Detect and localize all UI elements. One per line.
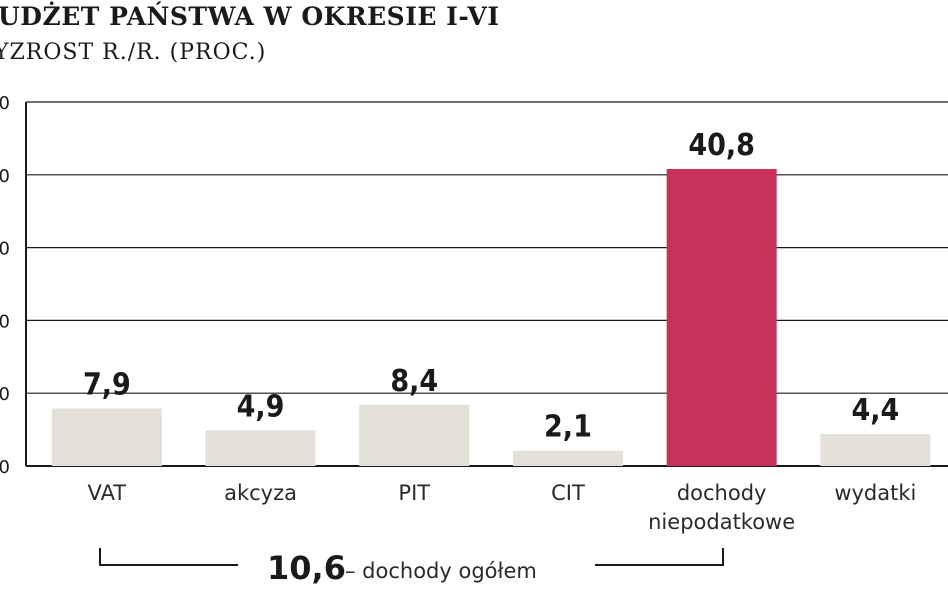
bar xyxy=(359,404,470,466)
value-label: 7,9 xyxy=(83,367,131,402)
bar xyxy=(205,430,316,466)
value-label: 4,4 xyxy=(851,393,899,428)
category-label: CIT xyxy=(551,481,585,505)
category-label: akcyza xyxy=(224,481,297,505)
y-tick-label: 0 xyxy=(0,457,10,478)
category-labels: VAT akcyza PIT CIT dochody niepodatkowe wydatk… xyxy=(88,481,917,534)
y-tick-label: 0 xyxy=(0,93,10,114)
bar xyxy=(512,450,623,466)
category-label: niepodatkowe xyxy=(648,510,795,534)
value-label: 4,9 xyxy=(237,389,285,424)
bar xyxy=(666,168,777,466)
bracket-left xyxy=(99,548,238,566)
value-label: 8,4 xyxy=(390,364,438,399)
chart-subtitle: YZROST R./R. (PROC.) xyxy=(0,40,267,65)
bracket-right xyxy=(595,548,724,566)
bar xyxy=(51,408,162,466)
total-bracket: 10,6 – dochody ogółem xyxy=(99,548,724,587)
y-tick-label: 0 xyxy=(0,384,10,405)
value-label: 2,1 xyxy=(544,410,592,445)
gridlines xyxy=(25,101,948,467)
value-label: 40,8 xyxy=(688,128,755,163)
chart-title: UDŻET PAŃSTWA W OKRESIE I-VI xyxy=(0,2,500,31)
value-labels: 7,9 4,9 8,4 2,1 40,8 4,4 xyxy=(83,128,899,445)
total-value: 10,6 xyxy=(267,549,346,587)
y-tick-label: 0 xyxy=(0,311,10,332)
y-axis-ticks: 0 0 0 0 0 0 xyxy=(0,93,10,478)
category-label: dochody xyxy=(677,481,767,505)
total-label: – dochody ogółem xyxy=(345,559,537,583)
bar xyxy=(820,433,931,466)
bars xyxy=(51,168,931,466)
y-tick-label: 0 xyxy=(0,166,10,187)
category-label: VAT xyxy=(88,481,127,505)
category-label: wydatki xyxy=(834,481,916,505)
category-label: PIT xyxy=(398,481,430,505)
y-tick-label: 0 xyxy=(0,239,10,260)
